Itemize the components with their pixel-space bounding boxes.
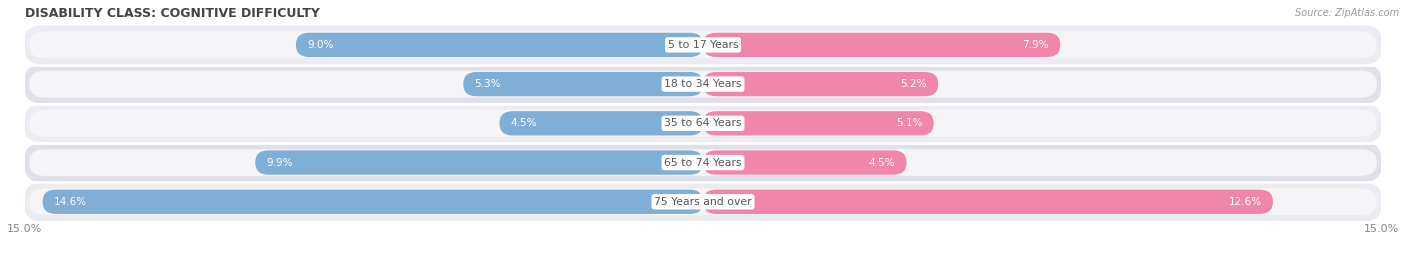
FancyBboxPatch shape	[30, 188, 1376, 215]
Text: 14.6%: 14.6%	[53, 197, 87, 207]
FancyBboxPatch shape	[703, 33, 1060, 57]
FancyBboxPatch shape	[42, 190, 703, 214]
FancyBboxPatch shape	[30, 149, 1376, 176]
Text: DISABILITY CLASS: COGNITIVE DIFFICULTY: DISABILITY CLASS: COGNITIVE DIFFICULTY	[24, 7, 319, 20]
FancyBboxPatch shape	[703, 72, 938, 96]
Text: Source: ZipAtlas.com: Source: ZipAtlas.com	[1295, 8, 1399, 18]
Text: 5.1%: 5.1%	[896, 118, 922, 128]
FancyBboxPatch shape	[295, 33, 703, 57]
FancyBboxPatch shape	[256, 150, 703, 175]
Text: 4.5%: 4.5%	[510, 118, 537, 128]
FancyBboxPatch shape	[24, 143, 1382, 182]
FancyBboxPatch shape	[24, 104, 1382, 143]
Text: 75 Years and over: 75 Years and over	[654, 197, 752, 207]
Text: 9.0%: 9.0%	[308, 40, 333, 50]
Text: 12.6%: 12.6%	[1229, 197, 1261, 207]
Text: 4.5%: 4.5%	[869, 158, 896, 168]
FancyBboxPatch shape	[499, 111, 703, 136]
Text: 18 to 34 Years: 18 to 34 Years	[664, 79, 742, 89]
FancyBboxPatch shape	[703, 190, 1272, 214]
Text: 35 to 64 Years: 35 to 64 Years	[664, 118, 742, 128]
FancyBboxPatch shape	[703, 111, 934, 136]
FancyBboxPatch shape	[24, 182, 1382, 221]
Text: 9.9%: 9.9%	[267, 158, 292, 168]
FancyBboxPatch shape	[703, 150, 907, 175]
FancyBboxPatch shape	[464, 72, 703, 96]
Text: 7.9%: 7.9%	[1022, 40, 1049, 50]
FancyBboxPatch shape	[24, 25, 1382, 65]
FancyBboxPatch shape	[30, 110, 1376, 137]
FancyBboxPatch shape	[30, 32, 1376, 58]
Text: 65 to 74 Years: 65 to 74 Years	[664, 158, 742, 168]
Text: 5.2%: 5.2%	[900, 79, 927, 89]
Text: 5 to 17 Years: 5 to 17 Years	[668, 40, 738, 50]
FancyBboxPatch shape	[24, 65, 1382, 104]
FancyBboxPatch shape	[30, 71, 1376, 97]
Text: 5.3%: 5.3%	[475, 79, 501, 89]
